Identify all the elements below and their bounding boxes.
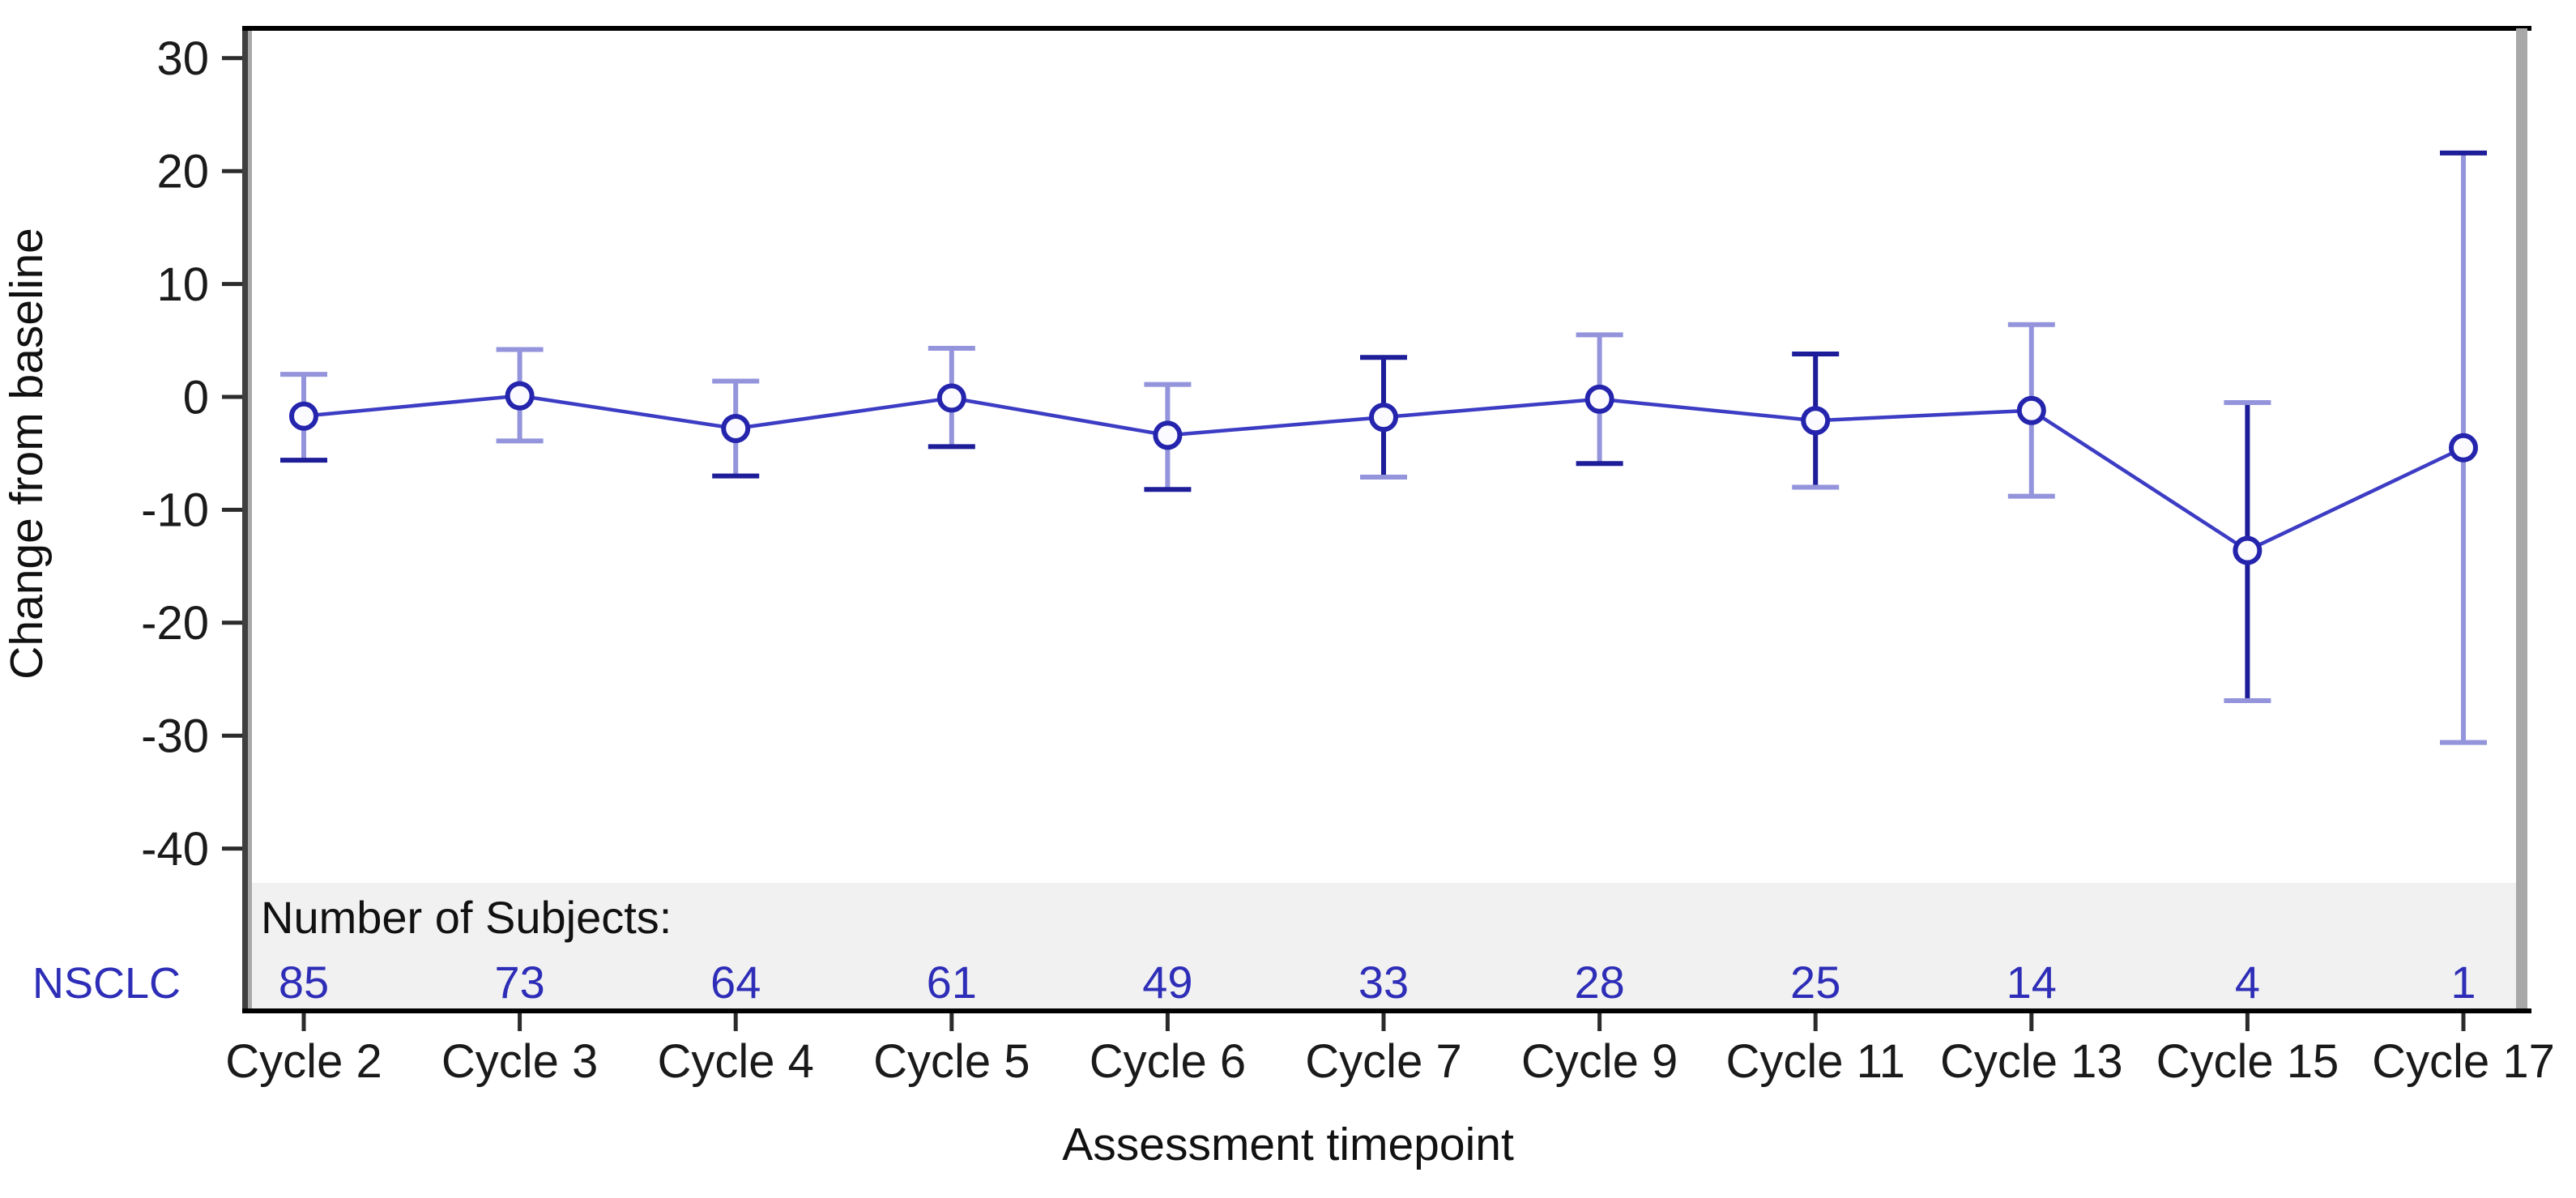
y-tick-label: -40 bbox=[141, 823, 209, 876]
data-point-marker bbox=[1801, 406, 1831, 436]
subject-count: 4 bbox=[2235, 957, 2260, 1008]
y-tick-label: 10 bbox=[156, 258, 209, 311]
x-tick-label: Cycle 15 bbox=[2156, 1035, 2339, 1088]
data-point-marker bbox=[1153, 420, 1183, 450]
data-point-marker bbox=[2233, 535, 2263, 565]
subject-count: 64 bbox=[710, 957, 761, 1008]
data-point-marker bbox=[1584, 384, 1614, 414]
subject-count: 14 bbox=[2007, 957, 2057, 1008]
y-axis-title: Change from baseline bbox=[1, 228, 53, 680]
y-axis-line-shadow bbox=[248, 28, 252, 1008]
subjects-heading: Number of Subjects: bbox=[261, 892, 672, 943]
y-tick-label: 30 bbox=[156, 32, 209, 85]
subject-count: 49 bbox=[1142, 957, 1192, 1008]
subject-count: 33 bbox=[1358, 957, 1409, 1008]
x-axis-line bbox=[242, 1008, 2531, 1013]
subject-count: 1 bbox=[2450, 957, 2476, 1008]
plot-top-border bbox=[242, 26, 2531, 31]
x-tick-label: Cycle 11 bbox=[1726, 1035, 1905, 1088]
x-tick-label: Cycle 13 bbox=[1940, 1035, 2123, 1088]
data-point-marker bbox=[2449, 433, 2478, 463]
y-tick-label: -20 bbox=[141, 597, 209, 650]
subjects-row-label: NSCLC bbox=[32, 959, 181, 1008]
x-axis-title: Assessment timepoint bbox=[1062, 1119, 1514, 1170]
subject-count: 85 bbox=[279, 957, 329, 1008]
data-point-marker bbox=[2016, 395, 2046, 425]
subject-count: 73 bbox=[494, 957, 544, 1008]
data-point-marker bbox=[1369, 403, 1398, 433]
subject-count: 28 bbox=[1574, 957, 1624, 1008]
y-tick-label: 20 bbox=[156, 146, 209, 198]
y-tick-label: -10 bbox=[141, 484, 209, 537]
subject-count: 61 bbox=[927, 957, 977, 1008]
y-axis-line bbox=[242, 28, 248, 1008]
x-tick-label: Cycle 9 bbox=[1521, 1035, 1678, 1088]
data-point-marker bbox=[936, 383, 966, 413]
data-point-marker bbox=[289, 401, 318, 431]
x-tick-label: Cycle 3 bbox=[441, 1035, 598, 1088]
x-tick-label: Cycle 5 bbox=[873, 1035, 1030, 1088]
data-point-marker bbox=[721, 414, 751, 444]
y-tick-label: -30 bbox=[141, 710, 209, 763]
plot-right-border bbox=[2516, 28, 2527, 1008]
x-tick-label: Cycle 6 bbox=[1090, 1035, 1246, 1088]
x-tick-label: Cycle 17 bbox=[2372, 1035, 2555, 1088]
subject-count: 25 bbox=[1790, 957, 1840, 1008]
y-tick-label: 0 bbox=[183, 371, 209, 424]
x-tick-label: Cycle 2 bbox=[225, 1035, 382, 1088]
subjects-band bbox=[248, 883, 2516, 1008]
x-tick-label: Cycle 4 bbox=[657, 1035, 813, 1088]
x-tick-label: Cycle 7 bbox=[1305, 1035, 1461, 1088]
data-point-marker bbox=[505, 381, 535, 411]
